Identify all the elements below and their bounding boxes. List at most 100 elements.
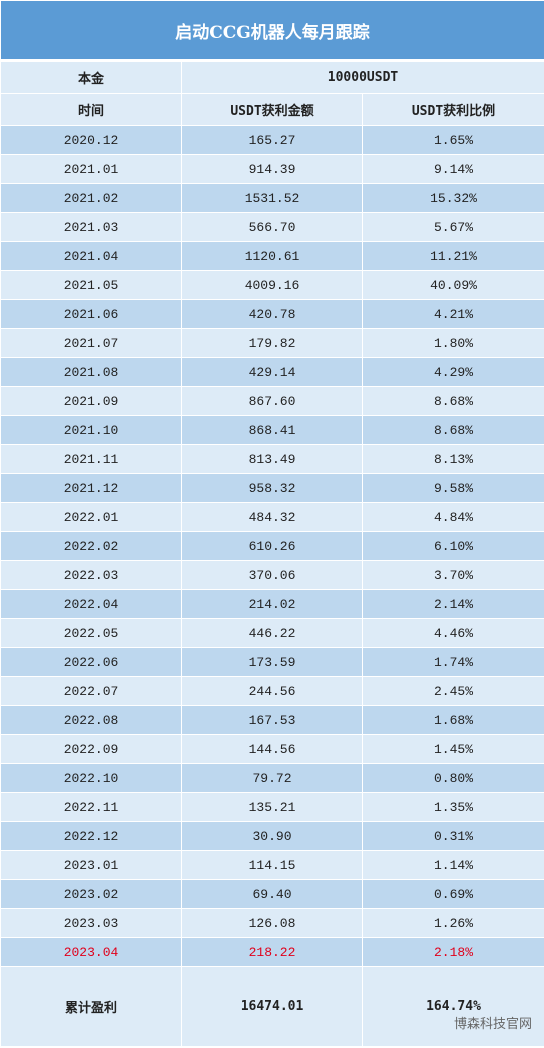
cell: 5.67%	[361, 212, 544, 242]
data-row: 2023.04 218.22 2.18%	[0, 937, 544, 967]
data-row: 2021.04 1120.61 11.21%	[0, 241, 544, 271]
cell: 2021.05	[0, 270, 182, 300]
cell: 446.22	[181, 618, 363, 648]
cell: 2023.01	[0, 850, 182, 880]
cell: 2021.08	[0, 357, 182, 387]
data-row: 2021.01 914.39 9.14%	[0, 154, 544, 184]
principal-label: 本金	[0, 60, 182, 94]
cell: 2021.06	[0, 299, 182, 329]
cell: 144.56	[181, 734, 363, 764]
cell: 867.60	[181, 386, 363, 416]
cell: 420.78	[181, 299, 363, 329]
cell: 1.45%	[361, 734, 544, 764]
cell: 2022.01	[0, 502, 182, 532]
cell: 429.14	[181, 357, 363, 387]
cell: 11.21%	[361, 241, 544, 271]
cell: 2021.07	[0, 328, 182, 358]
total-cell: 164.74%	[361, 966, 544, 1047]
column-header: USDT获利金额	[181, 93, 363, 126]
cell: 2022.11	[0, 792, 182, 822]
cell: 179.82	[181, 328, 363, 358]
cell: 167.53	[181, 705, 363, 735]
data-row: 2022.08 167.53 1.68%	[0, 705, 544, 735]
cell: 2022.10	[0, 763, 182, 793]
cell: 2021.03	[0, 212, 182, 242]
cell: 2023.02	[0, 879, 182, 909]
cell: 2022.12	[0, 821, 182, 851]
cell: 79.72	[181, 763, 363, 793]
data-row: 2021.08 429.14 4.29%	[0, 357, 544, 387]
cell: 1.35%	[361, 792, 544, 822]
cell: 30.90	[181, 821, 363, 851]
cell: 6.10%	[361, 531, 544, 561]
cell: 1.65%	[361, 125, 544, 155]
total-cell: 累计盈利	[0, 966, 182, 1047]
cell: 2022.09	[0, 734, 182, 764]
column-header: USDT获利比例	[361, 93, 544, 126]
data-row: 2022.10 79.72 0.80%	[0, 763, 544, 793]
data-row: 2023.03 126.08 1.26%	[0, 908, 544, 938]
data-row: 2021.06 420.78 4.21%	[0, 299, 544, 329]
cell: 2022.05	[0, 618, 182, 648]
title: 启动CCG机器人每月跟踪	[0, 0, 544, 62]
cell: 126.08	[181, 908, 363, 938]
cell: 370.06	[181, 560, 363, 590]
cell: 1.68%	[361, 705, 544, 735]
cell: 8.13%	[361, 444, 544, 474]
data-row: 2022.03 370.06 3.70%	[0, 560, 544, 590]
cell: 40.09%	[361, 270, 544, 300]
data-row: 2022.06 173.59 1.74%	[0, 647, 544, 677]
cell: 135.21	[181, 792, 363, 822]
principal-row: 本金 10000USDT	[0, 60, 544, 94]
cell: 9.14%	[361, 154, 544, 184]
cell: 214.02	[181, 589, 363, 619]
cell: 1.80%	[361, 328, 544, 358]
cell: 2022.04	[0, 589, 182, 619]
cell: 4.84%	[361, 502, 544, 532]
cell: 2021.11	[0, 444, 182, 474]
cell: 958.32	[181, 473, 363, 503]
data-row: 2021.02 1531.52 15.32%	[0, 183, 544, 213]
data-row: 2021.10 868.41 8.68%	[0, 415, 544, 445]
data-row: 2022.02 610.26 6.10%	[0, 531, 544, 561]
total-row: 累计盈利 16474.01 164.74%	[0, 966, 544, 1047]
cell: 868.41	[181, 415, 363, 445]
cell: 484.32	[181, 502, 363, 532]
cell: 165.27	[181, 125, 363, 155]
cell: 2021.04	[0, 241, 182, 271]
cell: 8.68%	[361, 415, 544, 445]
cell: 173.59	[181, 647, 363, 677]
cell: 2.18%	[361, 937, 544, 967]
data-row: 2022.07 244.56 2.45%	[0, 676, 544, 706]
cell: 2022.03	[0, 560, 182, 590]
data-row: 2022.05 446.22 4.46%	[0, 618, 544, 648]
cell: 2022.02	[0, 531, 182, 561]
cell: 0.69%	[361, 879, 544, 909]
data-row: 2021.03 566.70 5.67%	[0, 212, 544, 242]
cell: 218.22	[181, 937, 363, 967]
data-row: 2023.02 69.40 0.69%	[0, 879, 544, 909]
cell: 914.39	[181, 154, 363, 184]
cell: 1.14%	[361, 850, 544, 880]
cell: 1120.61	[181, 241, 363, 271]
cell: 2022.08	[0, 705, 182, 735]
data-row: 2021.05 4009.16 40.09%	[0, 270, 544, 300]
cell: 8.68%	[361, 386, 544, 416]
title-row: 启动CCG机器人每月跟踪	[0, 0, 544, 62]
cell: 2.45%	[361, 676, 544, 706]
cell: 566.70	[181, 212, 363, 242]
cell: 2020.12	[0, 125, 182, 155]
cell: 4009.16	[181, 270, 363, 300]
cell: 69.40	[181, 879, 363, 909]
cell: 2022.06	[0, 647, 182, 677]
data-row: 2022.11 135.21 1.35%	[0, 792, 544, 822]
cell: 1.26%	[361, 908, 544, 938]
data-row: 2021.09 867.60 8.68%	[0, 386, 544, 416]
cell: 114.15	[181, 850, 363, 880]
data-row: 2020.12 165.27 1.65%	[0, 125, 544, 155]
watermark: 博森科技官网	[453, 1017, 532, 1032]
data-row: 2022.01 484.32 4.84%	[0, 502, 544, 532]
